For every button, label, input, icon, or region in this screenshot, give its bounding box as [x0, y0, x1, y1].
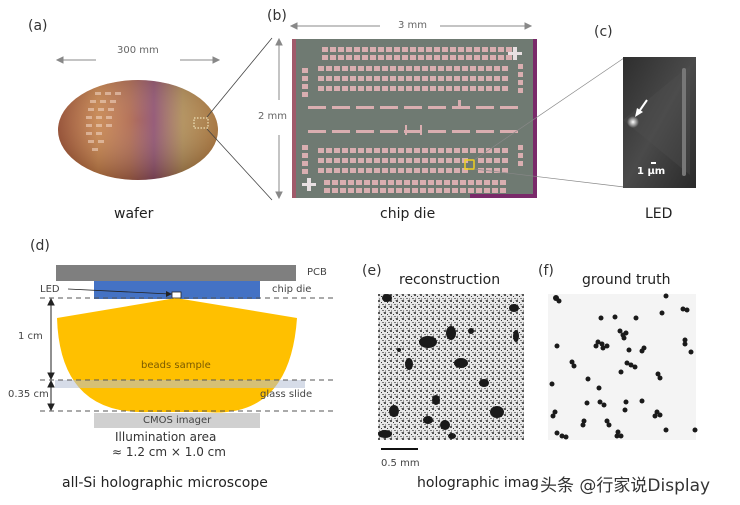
- illumination-area-label: Illumination area: [115, 430, 217, 444]
- ground-truth-title: ground truth: [582, 272, 671, 288]
- panel-a-label: (a): [28, 18, 48, 34]
- holographic-imaging-caption: holographic imag: [417, 475, 539, 491]
- led-highlight-box: [464, 159, 475, 170]
- zoom-line-bottom: [206, 128, 273, 201]
- alignment-cross-icon: [302, 47, 522, 191]
- pcb-label: PCB: [307, 267, 327, 278]
- chip-height-arrow: [275, 37, 283, 200]
- panel-f-label: (f): [538, 263, 554, 279]
- cmos-imager-label: CMOS imager: [143, 415, 212, 426]
- wafer-dimension-arrow: [55, 56, 221, 64]
- panel-d-label: (d): [30, 238, 50, 254]
- microscope-caption: all-Si holographic microscope: [62, 475, 268, 491]
- wafer-image: [58, 80, 218, 180]
- panel-c-label: (c): [594, 24, 613, 40]
- wafer-dimension-label: 300 mm: [117, 45, 159, 56]
- chip-width-arrow: [289, 22, 533, 30]
- distance-1cm-label: 1 cm: [18, 331, 43, 342]
- glass-slide-layer: [55, 380, 305, 388]
- reconstruction-image: [378, 294, 524, 450]
- wafer-caption: wafer: [114, 206, 154, 222]
- chip-die-image: [292, 39, 537, 198]
- cmos-imager-layer: [94, 413, 260, 428]
- distance-035cm-label: 0.35 cm: [8, 389, 49, 400]
- led-caption: LED: [645, 206, 673, 222]
- led-label: LED: [40, 284, 60, 295]
- chip-width-label: 3 mm: [398, 20, 428, 31]
- zoom-line-top: [206, 37, 273, 118]
- led-scale-bar-label: 1 μm: [637, 166, 666, 177]
- beads-sample-label: beads sample: [141, 360, 211, 371]
- led-microscope-image: [623, 57, 696, 188]
- chip-die-layer-label: chip die: [272, 284, 312, 295]
- led-element: [171, 291, 182, 299]
- pcb-layer: [56, 265, 296, 281]
- illumination-area-value: ≈ 1.2 cm × 1.0 cm: [112, 445, 226, 459]
- reconstruction-scale-label: 0.5 mm: [381, 458, 420, 469]
- chip-die-caption: chip die: [380, 206, 436, 222]
- reconstruction-title: reconstruction: [399, 272, 501, 288]
- glass-slide-label: glass slide: [260, 389, 313, 400]
- panel-b-label: (b): [267, 8, 287, 24]
- panel-e-label: (e): [362, 263, 382, 279]
- microscope-diagram: [40, 265, 335, 428]
- chip-height-label: 2 mm: [258, 111, 288, 122]
- chip-die-layer: [94, 281, 260, 299]
- watermark: 头条 @行家说Display: [540, 476, 711, 496]
- ground-truth-image: [548, 293, 698, 440]
